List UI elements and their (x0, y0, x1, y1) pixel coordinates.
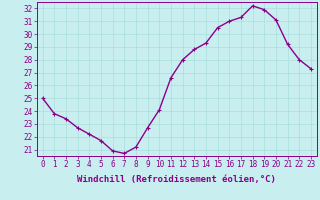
X-axis label: Windchill (Refroidissement éolien,°C): Windchill (Refroidissement éolien,°C) (77, 175, 276, 184)
